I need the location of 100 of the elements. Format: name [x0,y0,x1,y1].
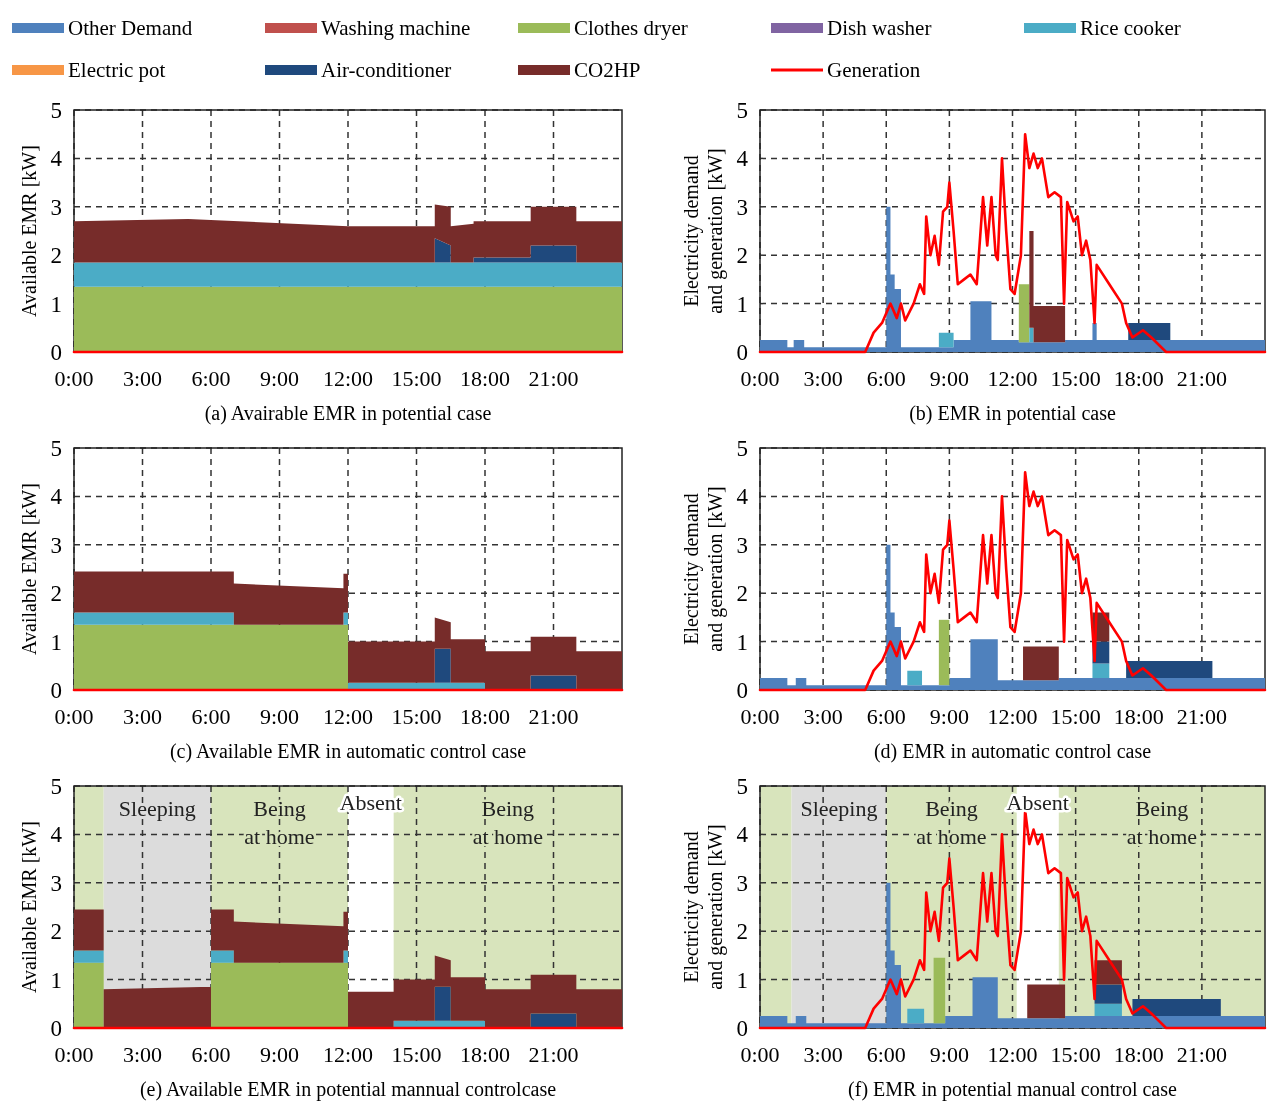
x-tick-label: 6:00 [866,704,906,729]
y-tick-label: 0 [50,1016,62,1041]
x-tick-label: 15:00 [391,366,442,391]
y-tick-label: 5 [50,436,62,461]
y-axis-title: Available EMR [kW] [18,145,40,317]
y-tick-label: 1 [736,629,748,655]
x-tick-label: 18:00 [459,1042,511,1067]
y-tick-label: 2 [50,581,62,607]
x-tick-label: 9:00 [929,704,969,729]
y-tick-label: 3 [50,532,62,558]
x-tick-label: 9:00 [929,366,969,391]
x-tick-label: 12:00 [322,1042,374,1067]
x-tick-label: 3:00 [803,1042,843,1067]
x-tick-label: 3:00 [122,704,163,729]
legend-label: Electric pot [68,58,166,82]
x-tick-label: 21:00 [528,704,579,729]
y-tick-label: 3 [736,532,748,558]
y-tick-label: 0 [736,1016,748,1041]
annotation: Absent [1006,790,1069,815]
x-tick-label: 15:00 [1050,704,1101,729]
x-tick-label: 21:00 [1176,1042,1227,1067]
x-tick-label: 12:00 [987,704,1038,729]
y-tick-label: 5 [736,98,748,123]
x-tick-label: 15:00 [1050,366,1101,391]
y-axis-title: Available EMR [kW] [18,821,40,993]
x-tick-label: 15:00 [391,704,442,729]
legend-label: CO2HP [574,58,641,82]
band-label: Sleeping [118,796,196,821]
x-tick-label: 12:00 [987,1042,1038,1067]
x-tick-label: 0:00 [54,366,94,391]
y-tick-label: 2 [50,919,62,945]
x-tick-label: 9:00 [259,366,300,391]
y-tick-label: 0 [736,340,748,365]
y-tick-label: 3 [736,194,748,220]
band-label: Being at home [1126,796,1198,849]
x-tick-label: 3:00 [122,1042,163,1067]
text: (d) EMR in automatic control case [873,740,1152,763]
legend-label: Rice cooker [1080,16,1181,40]
text: (e) Available EMR in potential mannual controlcase [139,1078,557,1101]
y-tick-label: 3 [736,870,748,896]
y-tick-label: 1 [50,291,62,317]
x-tick-label: 12:00 [322,704,374,729]
x-tick-label: 9:00 [929,1042,969,1067]
y-axis-title: Electricity demand and generation [kW] [680,148,727,314]
x-tick-label: 6:00 [866,1042,906,1067]
x-tick-label: 12:00 [987,366,1038,391]
text: (f) EMR in potential manual control case [848,1078,1178,1101]
y-tick-label: 0 [50,678,62,703]
y-tick-label: 2 [50,243,62,269]
y-tick-label: 4 [736,822,749,848]
y-tick-label: 3 [50,194,62,220]
x-tick-label: 6:00 [191,704,231,729]
x-tick-label: 6:00 [191,366,231,391]
y-tick-label: 2 [736,919,748,945]
x-tick-label: 3:00 [122,366,163,391]
text: (a) Avairable EMR in potential case [204,402,492,425]
x-tick-label: 0:00 [54,1042,94,1067]
x-tick-label: 21:00 [528,366,579,391]
legend-label: Other Demand [68,16,193,40]
y-tick-label: 2 [736,581,748,607]
y-tick-label: 5 [736,436,748,461]
x-tick-label: 21:00 [1176,366,1227,391]
y-tick-label: 1 [50,629,62,655]
x-tick-label: 9:00 [259,704,300,729]
x-tick-label: 12:00 [322,366,374,391]
y-tick-label: 4 [50,146,63,172]
x-tick-label: 21:00 [528,1042,579,1067]
band-label: Being at home [244,796,315,849]
annotation: Absent [339,790,402,815]
x-tick-label: 0:00 [740,704,780,729]
x-tick-label: 3:00 [803,366,843,391]
x-tick-label: 3:00 [803,704,843,729]
x-tick-label: 0:00 [54,704,94,729]
y-tick-label: 0 [50,340,62,365]
legend-label: Air-conditioner [321,58,452,82]
x-tick-label: 15:00 [391,1042,442,1067]
x-tick-label: 9:00 [259,1042,300,1067]
x-tick-label: 18:00 [1113,704,1164,729]
y-tick-label: 4 [736,146,749,172]
y-axis-title: Available EMR [kW] [18,483,40,655]
y-tick-label: 1 [736,967,748,993]
legend-label: Dish washer [827,16,932,40]
x-tick-label: 6:00 [866,366,906,391]
x-tick-label: 18:00 [1113,1042,1164,1067]
y-tick-label: 4 [50,484,63,510]
band-label: Being at home [472,796,543,849]
x-tick-label: 6:00 [191,1042,231,1067]
x-tick-label: 0:00 [740,1042,780,1067]
y-tick-label: 5 [50,774,62,799]
y-tick-label: 1 [736,291,748,317]
text: (c) Available EMR in automatic control case [169,740,527,763]
x-tick-label: 18:00 [459,366,511,391]
y-tick-label: 5 [736,774,748,799]
y-axis-title: Electricity demand and generation [kW] [680,824,727,990]
x-tick-label: 21:00 [1176,704,1227,729]
y-tick-label: 1 [50,967,62,993]
x-tick-label: 18:00 [459,704,511,729]
x-tick-label: 18:00 [1113,366,1164,391]
y-tick-label: 0 [736,678,748,703]
text: (b) EMR in potential case [909,402,1116,425]
